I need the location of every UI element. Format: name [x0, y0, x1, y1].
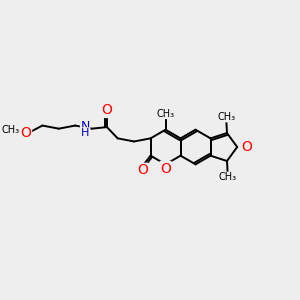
Text: CH₃: CH₃ [1, 125, 20, 135]
Text: N: N [80, 120, 90, 134]
Text: O: O [137, 163, 148, 177]
Text: O: O [101, 103, 112, 117]
Text: CH₃: CH₃ [157, 109, 175, 118]
Text: O: O [160, 161, 171, 176]
Text: CH₃: CH₃ [217, 112, 236, 122]
Text: O: O [21, 126, 32, 140]
Text: CH₃: CH₃ [218, 172, 237, 182]
Text: O: O [241, 140, 252, 154]
Text: H: H [81, 128, 89, 138]
